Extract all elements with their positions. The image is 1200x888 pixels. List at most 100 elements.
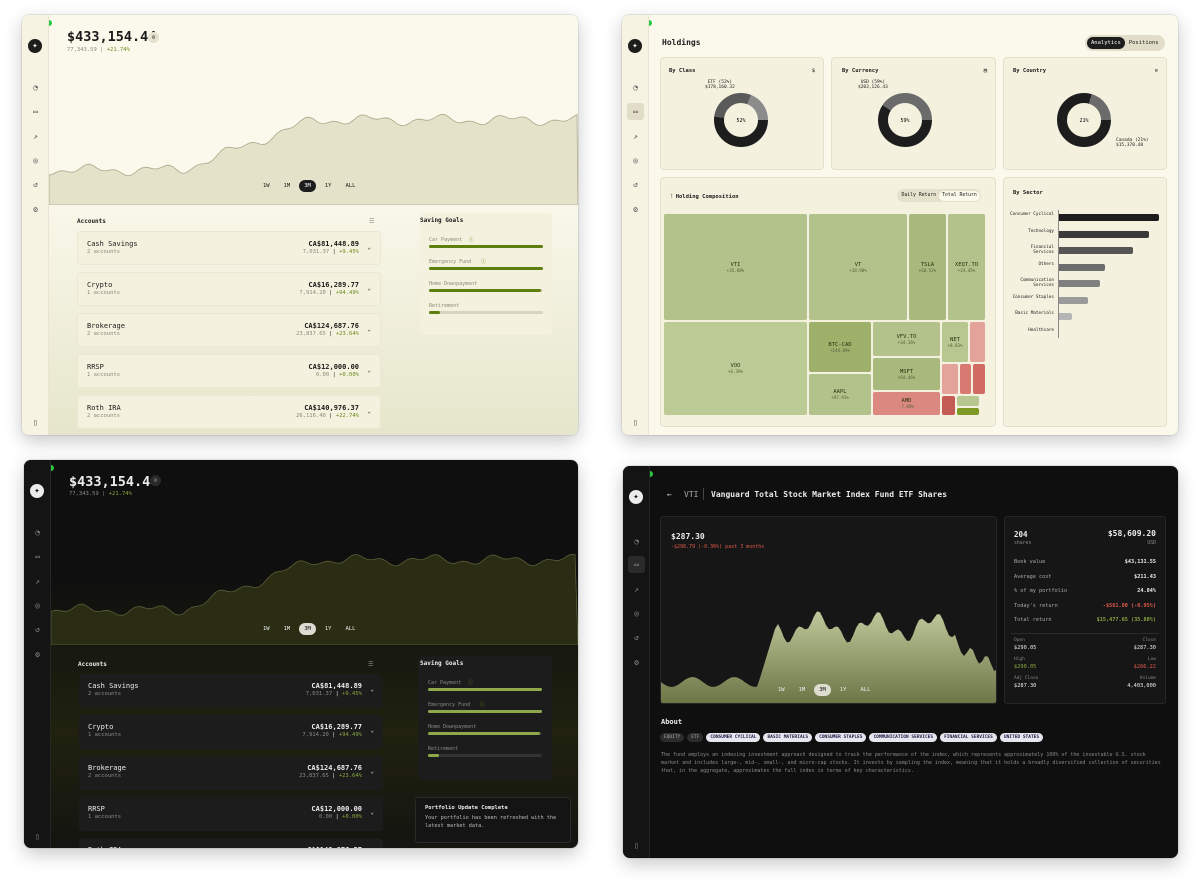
history-icon[interactable]: ↺: [634, 633, 639, 642]
tf-3m[interactable]: 3M: [299, 180, 316, 192]
account-card[interactable]: Crypto 1 accounts CA$16,289.77 7,914.20 …: [77, 272, 381, 306]
account-card[interactable]: RRSP 1 accounts CA$12,000.00 0.00 | +0.0…: [79, 797, 383, 831]
settings-icon[interactable]: ⚙: [633, 205, 638, 214]
sector-bar[interactable]: [1059, 280, 1100, 287]
tf-1y[interactable]: 1Y: [324, 626, 332, 632]
tab-analytics[interactable]: Analytics: [1087, 37, 1125, 49]
back-arrow-icon[interactable]: ←: [667, 490, 672, 499]
account-card[interactable]: Brokerage 2 accounts CA$124,687.76 23,83…: [77, 313, 381, 347]
tag-pill[interactable]: EQUITY: [660, 733, 685, 742]
tile-amd[interactable]: AMD -7.69%: [873, 392, 940, 415]
tf-3m[interactable]: 3M: [299, 623, 316, 635]
ptf-all[interactable]: ALL: [860, 687, 871, 693]
tile-small-red-2[interactable]: [942, 364, 958, 394]
account-card[interactable]: Roth IRA 2 accounts CA$140,976.37 26,116…: [79, 838, 383, 848]
app-logo-icon[interactable]: ✦: [628, 39, 642, 53]
history-icon[interactable]: ↺: [35, 625, 40, 634]
account-card[interactable]: RRSP 1 accounts CA$12,000.00 0.00 | +0.0…: [77, 354, 381, 388]
tab-total-return[interactable]: Total Return: [939, 190, 980, 201]
chevron-down-icon[interactable]: ⌄: [367, 367, 371, 374]
chart-icon[interactable]: ↗: [35, 577, 40, 586]
tile-btc[interactable]: BTC-CAD +144.09%: [809, 322, 871, 372]
tab-daily-return[interactable]: Daily Return: [901, 193, 937, 198]
tag-pill[interactable]: FINANCIAL SERVICES: [940, 733, 997, 742]
chart-icon[interactable]: ↗: [33, 132, 38, 141]
account-card[interactable]: Brokerage 2 accounts CA$124,687.76 23,83…: [79, 756, 383, 790]
history-icon[interactable]: ↺: [33, 180, 38, 189]
ptf-1w[interactable]: 1W: [778, 687, 785, 693]
history-icon[interactable]: ↺: [633, 180, 638, 189]
wallet-icon[interactable]: ▭: [627, 103, 644, 120]
tile-small-red-3[interactable]: [960, 364, 971, 394]
chevron-down-icon[interactable]: ⌄: [370, 768, 374, 775]
tf-1m[interactable]: 1M: [283, 626, 291, 632]
settings-icon[interactable]: ⚙: [634, 658, 639, 667]
tile-vti[interactable]: VTI +35.88%: [664, 214, 807, 320]
wallet-icon[interactable]: ▭: [33, 107, 38, 116]
account-card[interactable]: Cash Savings 2 accounts CA$81,448.89 7,0…: [77, 231, 381, 265]
chevron-down-icon[interactable]: ⌄: [370, 727, 374, 734]
list-view-icon[interactable]: ☰: [369, 218, 375, 225]
ptf-1y[interactable]: 1Y: [839, 687, 847, 693]
tag-pill[interactable]: CONSUMER CYCLICAL: [706, 733, 761, 742]
list-view-icon[interactable]: ☰: [368, 661, 374, 668]
wallet-icon[interactable]: ▭: [35, 552, 40, 561]
coins-icon[interactable]: ◎: [33, 156, 38, 165]
account-card[interactable]: Crypto 1 accounts CA$16,289.77 7,914.20 …: [79, 715, 383, 749]
tile-small-green-1[interactable]: [957, 396, 979, 406]
coins-icon[interactable]: ◎: [634, 609, 639, 618]
tile-msft[interactable]: MSFT +64.46%: [873, 358, 940, 390]
chevron-down-icon[interactable]: ⌄: [370, 686, 374, 693]
tile-net[interactable]: NET +8.83%: [942, 322, 968, 362]
coins-icon[interactable]: ◎: [633, 156, 638, 165]
tag-pill[interactable]: UNITED STATES: [999, 733, 1044, 742]
chevron-down-icon[interactable]: ⌄: [367, 408, 371, 415]
tile-small-red-4[interactable]: [973, 364, 985, 394]
settings-icon[interactable]: ⚙: [33, 205, 38, 214]
tag-pill[interactable]: COMMUNICATION SERVICES: [869, 733, 938, 742]
chevron-down-icon[interactable]: ⌄: [367, 285, 371, 292]
sector-bar[interactable]: [1059, 296, 1088, 304]
tf-1y[interactable]: 1Y: [324, 183, 332, 189]
sidebar-toggle-icon[interactable]: ▯: [634, 841, 639, 850]
gauge-icon[interactable]: ◔: [633, 83, 638, 92]
sector-bar[interactable]: [1059, 214, 1159, 221]
tile-vfv[interactable]: VFV.TO +34.16%: [873, 322, 940, 356]
sector-bar[interactable]: [1059, 247, 1133, 254]
account-card[interactable]: Cash Savings 2 accounts CA$81,448.89 7,0…: [79, 674, 383, 708]
tag-pill[interactable]: BASIC MATERIALS: [763, 733, 813, 742]
chevron-down-icon[interactable]: ⌄: [367, 244, 371, 251]
tile-tsla[interactable]: TSLA +60.52%: [909, 214, 946, 320]
tf-1w[interactable]: 1W: [263, 183, 270, 189]
settings-icon[interactable]: ⚙: [35, 650, 40, 659]
chart-icon[interactable]: ↗: [634, 585, 639, 594]
toast-notification[interactable]: Portfolio Update Complete Your portfolio…: [415, 797, 571, 843]
sidebar-toggle-icon[interactable]: ▯: [633, 418, 638, 427]
chevron-down-icon[interactable]: ⌄: [367, 326, 371, 333]
chart-icon[interactable]: ↗: [633, 132, 638, 141]
gauge-icon[interactable]: ◔: [35, 528, 40, 537]
hide-values-icon[interactable]: ⊘: [150, 475, 161, 486]
ptf-1m[interactable]: 1M: [798, 687, 806, 693]
tile-small-green-2[interactable]: [957, 408, 979, 415]
app-logo-icon[interactable]: ✦: [629, 490, 643, 504]
sector-bar[interactable]: [1059, 313, 1072, 320]
tf-1w[interactable]: 1W: [263, 626, 270, 632]
tile-small-red-5[interactable]: [942, 396, 955, 415]
app-logo-icon[interactable]: ✦: [30, 484, 44, 498]
wallet-icon[interactable]: ▭: [628, 556, 645, 573]
tile-vt[interactable]: VT +18.98%: [809, 214, 907, 320]
tile-voo[interactable]: VOO +6.39%: [664, 322, 807, 415]
tf-all[interactable]: ALL: [345, 626, 356, 632]
gauge-icon[interactable]: ◔: [634, 537, 639, 546]
tile-xeqt[interactable]: XEQT.TO +24.45%: [948, 214, 985, 320]
coins-icon[interactable]: ◎: [35, 601, 40, 610]
sector-bar[interactable]: [1059, 263, 1105, 271]
tile-aapl[interactable]: AAPL +97.91%: [809, 374, 871, 415]
tf-all[interactable]: ALL: [345, 183, 356, 189]
tf-1m[interactable]: 1M: [283, 183, 291, 189]
sidebar-toggle-icon[interactable]: ▯: [33, 418, 38, 427]
chevron-down-icon[interactable]: ⌄: [370, 809, 374, 816]
ptf-3m[interactable]: 3M: [814, 684, 831, 696]
sector-bar[interactable]: [1059, 230, 1149, 238]
